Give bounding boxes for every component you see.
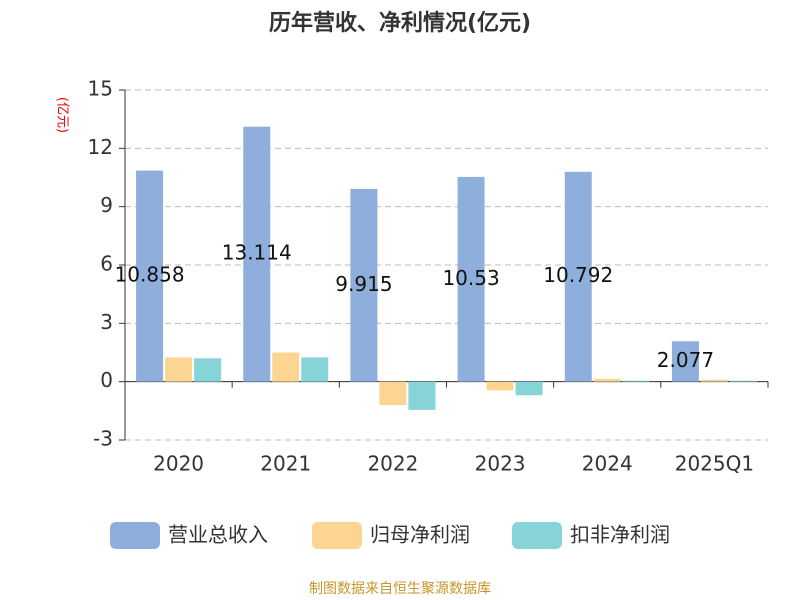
- y-tick-label: 12: [88, 135, 113, 159]
- y-tick-label: 0: [100, 368, 113, 392]
- y-tick-label: 9: [100, 193, 113, 217]
- source-note: 制图数据来自恒生聚源数据库: [309, 581, 491, 597]
- legend-swatch: [312, 522, 362, 549]
- bar: [700, 379, 728, 382]
- legend-label: 归母净利润: [370, 523, 470, 547]
- value-label: 10.858: [115, 263, 185, 287]
- x-tick-label: 2025Q1: [675, 452, 754, 476]
- x-tick-label: 2022: [367, 452, 418, 476]
- chart-title: 历年营收、净利情况(亿元): [269, 10, 531, 36]
- bar: [350, 188, 378, 382]
- bar: [301, 357, 329, 382]
- bar: [486, 381, 514, 391]
- x-tick-label: 2023: [475, 452, 526, 476]
- bar: [593, 378, 621, 382]
- legend-swatch: [110, 522, 160, 549]
- y-tick-label: 6: [100, 252, 113, 276]
- y-tick-label: 3: [100, 310, 113, 334]
- y-tick-label: 15: [88, 77, 113, 101]
- bar: [671, 341, 699, 382]
- legend-label: 扣非净利润: [570, 523, 670, 547]
- bar: [379, 381, 407, 405]
- x-tick-label: 2021: [260, 452, 311, 476]
- y-axis-label: (亿元): [55, 97, 70, 133]
- bar: [515, 381, 543, 396]
- bar: [165, 357, 193, 382]
- legend-swatch: [512, 522, 562, 549]
- bar: [136, 170, 164, 382]
- value-label: 2.077: [657, 348, 714, 372]
- bar: [622, 380, 650, 382]
- y-tick-label: -3: [93, 427, 113, 451]
- bar: [194, 358, 222, 382]
- value-label: 10.792: [543, 263, 613, 287]
- bar: [243, 126, 271, 382]
- bar: [408, 381, 436, 410]
- value-label: 10.53: [442, 266, 499, 290]
- legend-label: 营业总收入: [168, 523, 268, 547]
- x-tick-label: 2020: [153, 452, 204, 476]
- bar: [564, 171, 592, 382]
- bar: [729, 380, 757, 382]
- bar: [272, 352, 300, 382]
- bar: [457, 176, 485, 382]
- value-label: 9.915: [335, 272, 392, 296]
- x-tick-label: 2024: [582, 452, 633, 476]
- value-label: 13.114: [222, 241, 292, 265]
